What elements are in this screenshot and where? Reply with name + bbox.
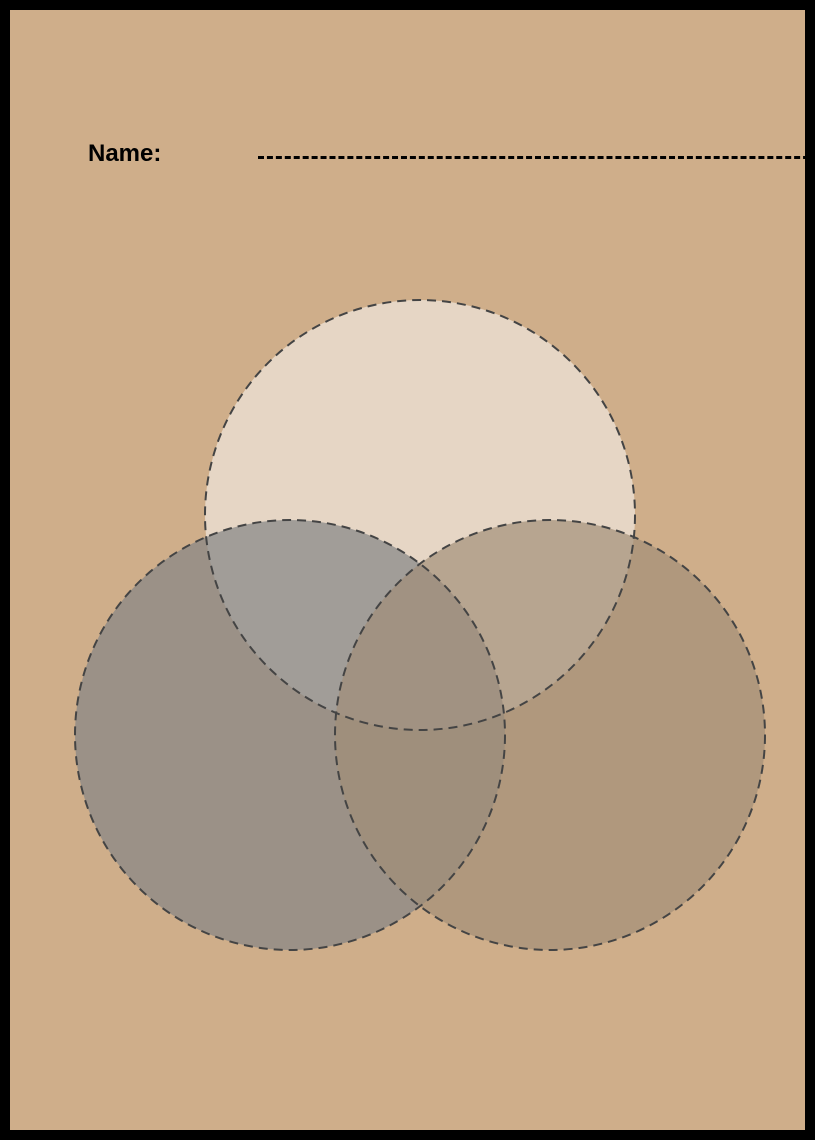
venn-svg bbox=[30, 290, 805, 1050]
name-label: Name: bbox=[88, 140, 161, 168]
worksheet-page: Name: bbox=[0, 0, 815, 1140]
venn-diagram bbox=[30, 290, 805, 1050]
name-input-line[interactable] bbox=[258, 156, 815, 159]
venn-circle-right bbox=[335, 520, 765, 950]
name-row: Name: bbox=[88, 140, 161, 168]
